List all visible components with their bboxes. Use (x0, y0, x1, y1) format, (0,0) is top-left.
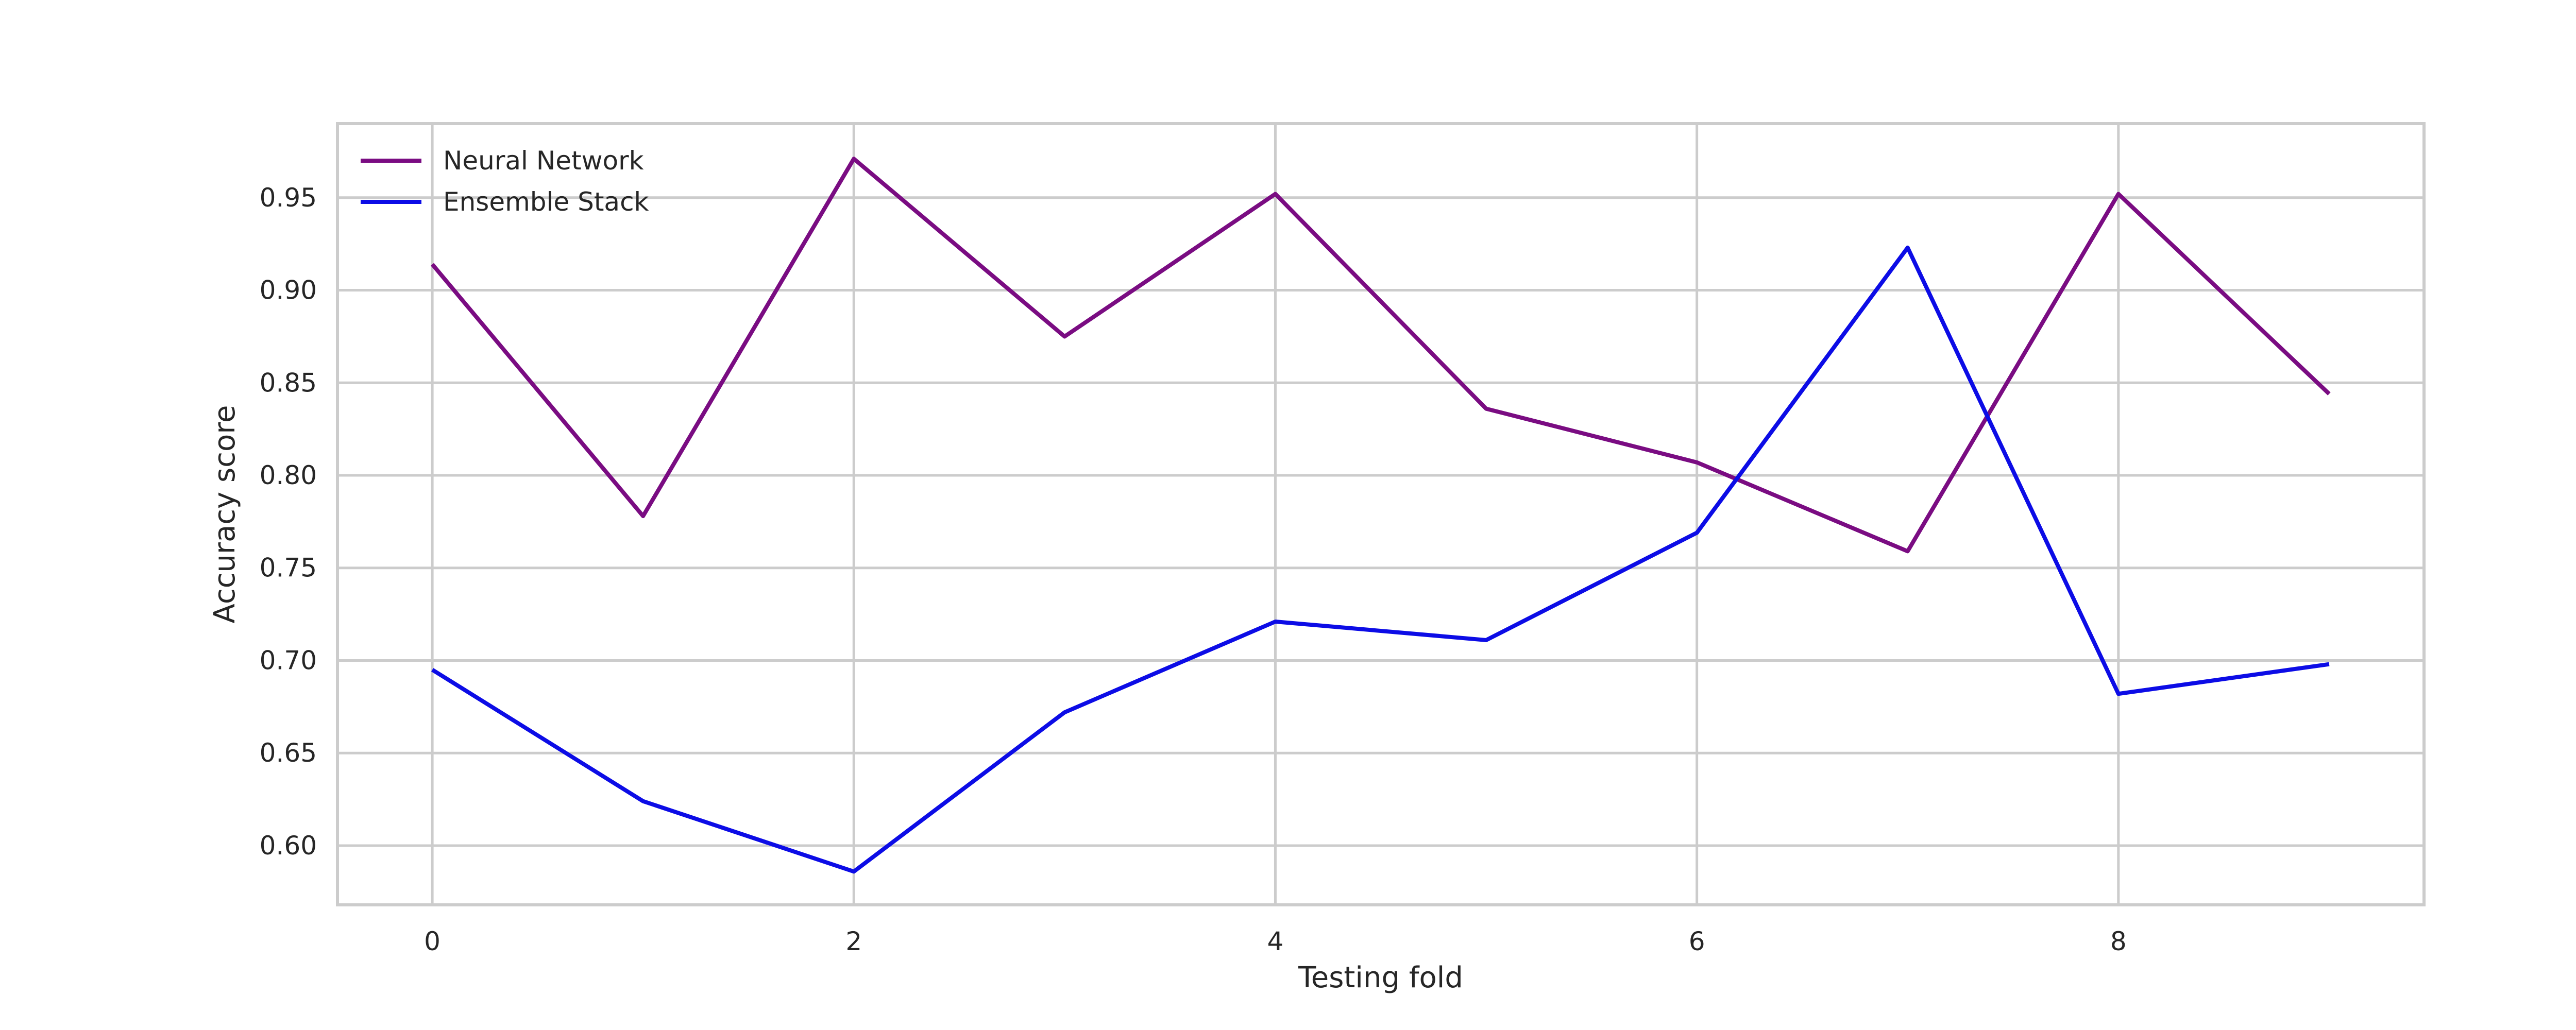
x-tick-label: 4 (1267, 926, 1284, 956)
y-tick-label: 0.80 (260, 460, 317, 490)
y-axis-label: Accuracy score (208, 405, 242, 624)
grid (337, 124, 2424, 905)
y-tick-label: 0.75 (260, 553, 317, 583)
plot-frame (336, 122, 2426, 906)
y-tick-label: 0.90 (260, 276, 317, 305)
legend-label: Neural Network (443, 146, 644, 176)
x-axis-label: Testing fold (1298, 961, 1463, 994)
y-tick-label: 0.70 (260, 645, 317, 675)
x-tick-label: 6 (1689, 926, 1705, 956)
legend-label: Ensemble Stack (443, 187, 649, 217)
y-tick-label: 0.85 (260, 368, 317, 398)
y-tick-label: 0.60 (260, 831, 317, 861)
series-group (431, 157, 2331, 874)
x-tick-label: 0 (424, 926, 440, 956)
y-tick-label: 0.95 (260, 183, 317, 213)
y-tick-labels: 0.60 0.65 0.70 0.75 0.80 0.85 0.90 0.95 (260, 183, 317, 861)
legend: Neural Network Ensemble Stack (361, 146, 649, 217)
x-tick-label: 2 (845, 926, 862, 956)
series-line-neural-network (431, 157, 2331, 554)
x-tick-label: 8 (2110, 926, 2127, 956)
y-tick-label: 0.65 (260, 738, 317, 768)
x-tick-labels: 0 2 4 6 8 (424, 926, 2127, 956)
series-line-ensemble-stack (431, 245, 2330, 874)
